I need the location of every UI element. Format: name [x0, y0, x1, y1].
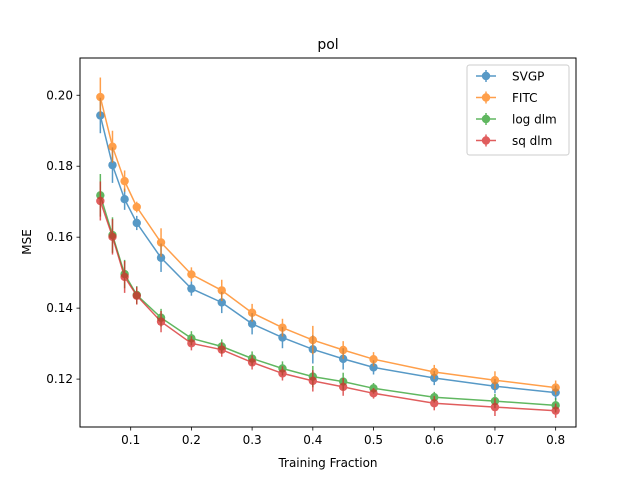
- legend: SVGP FITC log dlm sq dlm: [466, 64, 570, 156]
- y-tick-label: 0.16: [46, 230, 73, 244]
- data-point: [120, 176, 129, 186]
- data-point: [490, 375, 500, 385]
- legend-label: SVGP: [512, 70, 544, 84]
- data-point: [338, 345, 348, 355]
- series-1: [96, 77, 560, 395]
- y-tick-label: 0.12: [46, 372, 73, 386]
- legend-label: FITC: [512, 91, 537, 105]
- data-point: [156, 238, 166, 247]
- data-point: [430, 367, 439, 377]
- data-point: [217, 286, 226, 295]
- data-point: [120, 272, 129, 282]
- legend-marker: [476, 70, 496, 82]
- data-point: [551, 406, 560, 415]
- data-point: [156, 317, 166, 326]
- series-3: [96, 181, 560, 418]
- data-point: [120, 195, 129, 204]
- data-point: [369, 363, 378, 372]
- data-point: [430, 399, 439, 408]
- data-point: [278, 333, 287, 342]
- data-point: [247, 308, 257, 317]
- data-point: [108, 232, 117, 242]
- x-tick-label: 0.7: [485, 433, 504, 447]
- axes-frame: [79, 57, 577, 428]
- data-point: [490, 402, 500, 412]
- data-point: [132, 218, 141, 228]
- plot-area: [96, 77, 560, 418]
- legend-label: sq dlm: [512, 134, 552, 148]
- axis-ticks: 0.1 0.2 0.3 0.4 0.5 0.6 0.7 0.8 0.12 0.14 0.16 0.18…: [46, 88, 565, 447]
- data-point: [187, 339, 196, 348]
- x-axis-label: Training Fraction: [277, 456, 377, 470]
- data-point: [247, 358, 257, 367]
- x-tick-label: 0.6: [425, 433, 444, 447]
- data-point: [369, 389, 378, 398]
- chart-title: pol: [317, 37, 338, 53]
- data-point: [217, 345, 226, 354]
- y-tick-label: 0.14: [46, 301, 73, 315]
- data-point: [247, 319, 257, 328]
- series-line: [99, 115, 556, 394]
- legend-dot: [481, 136, 491, 145]
- data-point: [96, 92, 105, 102]
- data-point: [156, 253, 166, 262]
- y-axis-label: MSE: [20, 229, 34, 255]
- x-tick-label: 0.2: [182, 433, 201, 447]
- legend-dot: [481, 71, 491, 81]
- data-point: [369, 355, 378, 364]
- data-point: [278, 323, 287, 332]
- data-point: [108, 142, 117, 151]
- data-point: [187, 270, 196, 279]
- x-tick-label: 0.1: [121, 433, 140, 447]
- data-point: [338, 382, 348, 392]
- data-point: [108, 160, 117, 170]
- data-point: [187, 284, 196, 293]
- x-tick-label: 0.5: [364, 433, 383, 447]
- data-point: [217, 298, 226, 307]
- data-point: [132, 291, 141, 300]
- x-tick-label: 0.4: [303, 433, 322, 447]
- legend-label: log dlm: [512, 113, 557, 127]
- y-tick-label: 0.20: [46, 88, 73, 102]
- x-tick-label: 0.3: [243, 433, 262, 447]
- y-tick-label: 0.18: [46, 159, 73, 173]
- data-point: [132, 202, 141, 212]
- legend-box: [466, 64, 570, 156]
- legend-marker: [476, 91, 496, 104]
- data-point: [308, 335, 318, 345]
- series-line: [99, 195, 556, 407]
- legend-marker: [476, 113, 496, 125]
- x-tick-label: 0.8: [546, 433, 565, 447]
- data-point: [551, 383, 560, 392]
- series-2: [96, 174, 560, 413]
- legend-dot: [481, 114, 491, 124]
- data-point: [308, 376, 318, 386]
- legend-dot: [481, 93, 491, 102]
- legend-marker: [476, 134, 496, 147]
- data-point: [96, 196, 105, 206]
- data-point: [278, 369, 287, 378]
